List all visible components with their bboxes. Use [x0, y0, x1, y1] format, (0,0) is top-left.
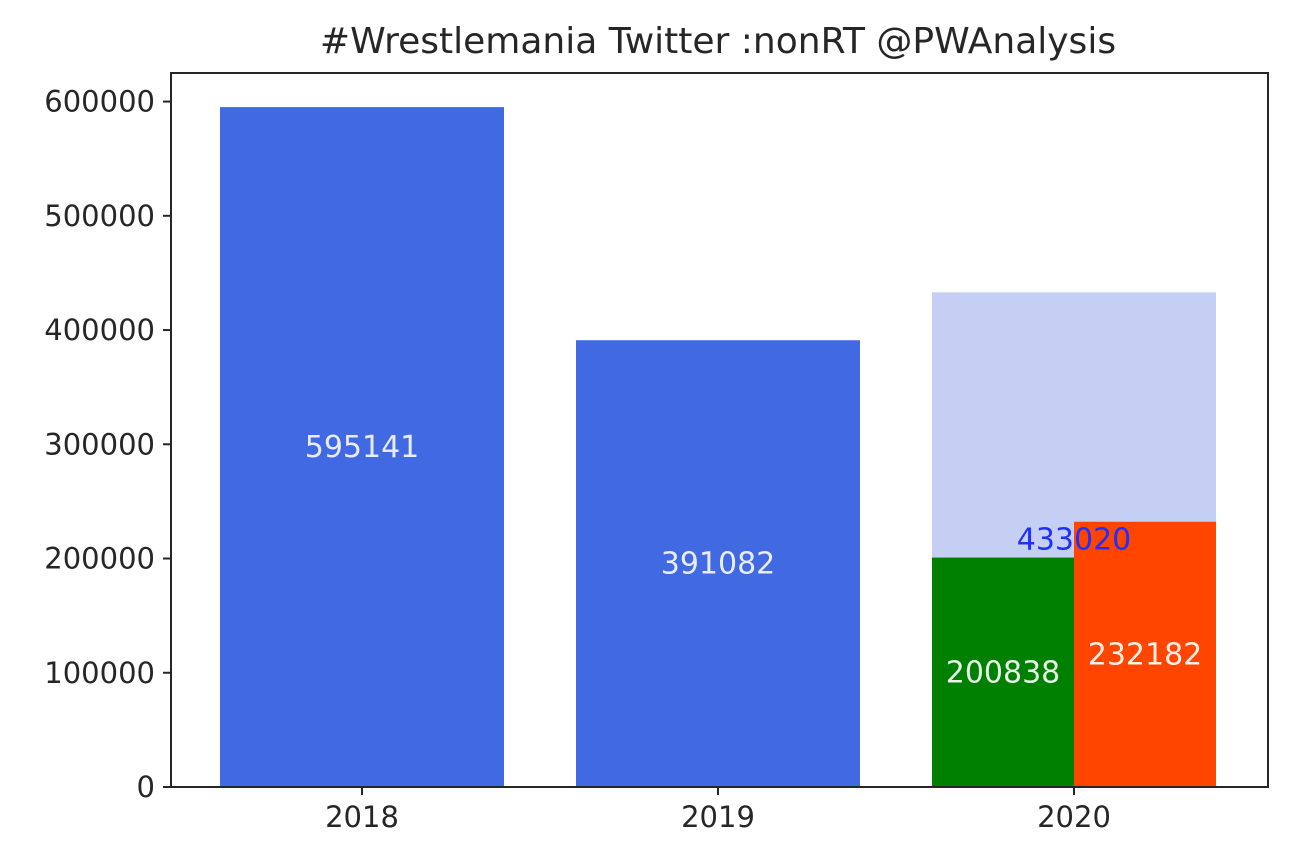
bar-value-label: 200838 — [946, 655, 1061, 690]
y-tick-label: 300000 — [44, 427, 155, 461]
bar-value-label: 433020 — [1017, 523, 1132, 558]
bar-value-label: 232182 — [1088, 637, 1203, 672]
y-tick-label: 100000 — [44, 656, 155, 690]
x-tick-label: 2019 — [681, 800, 755, 834]
chart-title: #Wrestlemania Twitter :nonRT @PWAnalysis — [320, 21, 1116, 62]
y-tick-label: 400000 — [44, 313, 155, 347]
bar-value-label: 391082 — [661, 547, 776, 582]
y-tick-label: 0 — [137, 770, 155, 804]
bar-labels-group: 595141 391082 433020 200838 232182 — [305, 430, 1203, 690]
bar-2020-right — [1074, 521, 1216, 787]
y-tick-label: 200000 — [44, 542, 155, 576]
x-tick-label: 2020 — [1037, 800, 1111, 834]
plot-frame — [170, 72, 1269, 788]
bar-2019-full — [576, 340, 860, 787]
y-axis: 0 100000 200000 300000 400000 500000 600000 — [44, 85, 171, 804]
bar-value-label: 595141 — [305, 430, 420, 465]
x-tick-label: 2018 — [325, 800, 399, 834]
y-tick-label: 600000 — [44, 85, 155, 119]
bar-2020-left — [932, 557, 1074, 787]
x-axis: 2018 2019 2020 — [325, 787, 1111, 834]
y-tick-label: 500000 — [44, 199, 155, 233]
bars-group — [220, 107, 1216, 788]
bar-2018-full — [220, 107, 504, 788]
